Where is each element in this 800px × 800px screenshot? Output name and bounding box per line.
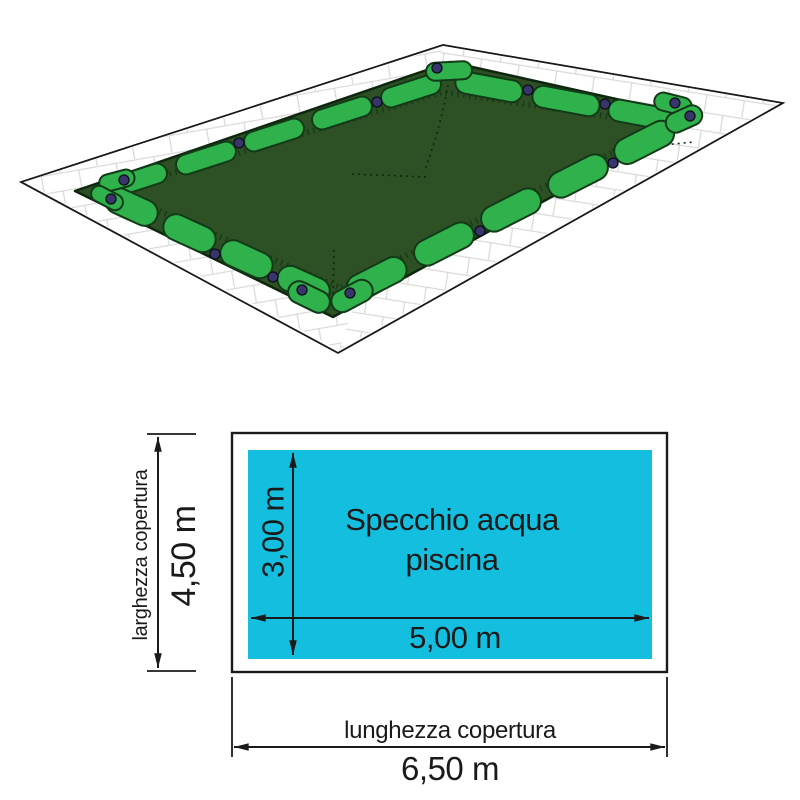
- water-tube: [531, 84, 601, 118]
- grommet-dot: [684, 110, 696, 122]
- grommet-dot: [607, 157, 619, 169]
- grommet-dot: [296, 284, 308, 296]
- pool-area-label-line2: piscina: [406, 542, 500, 577]
- cover-length-label: lunghezza copertura: [344, 717, 557, 744]
- cover-length-value: 6,50 m: [401, 750, 499, 787]
- grommet-dot: [118, 174, 130, 186]
- grommet-dot: [474, 225, 486, 237]
- pool-length-value: 5,00 m: [409, 620, 501, 655]
- water-tube: [162, 213, 217, 254]
- dimension-diagram: larghezza copertura 4,50 m 3,00 m Specch…: [130, 431, 669, 787]
- grommet-dot: [344, 287, 356, 299]
- pool-cover-illustration: [18, 44, 786, 354]
- ground-sheet-outline: [18, 44, 786, 354]
- grommet-dot: [371, 96, 383, 108]
- grommet-dot: [669, 97, 681, 109]
- water-tube: [413, 221, 475, 267]
- tarp-fold-line: [351, 173, 429, 178]
- water-tube: [175, 140, 237, 176]
- water-tube: [547, 153, 609, 199]
- grommet-dot: [105, 193, 117, 205]
- grommet-dot: [209, 248, 221, 260]
- tarp-fold-line: [332, 249, 335, 296]
- grommet-dot: [599, 98, 611, 110]
- pool-width-value: 3,00 m: [256, 486, 291, 578]
- cover-width-label: larghezza copertura: [130, 468, 152, 640]
- water-tube: [480, 187, 542, 233]
- water-tube: [454, 70, 524, 104]
- water-tube: [311, 95, 373, 131]
- pool-water-rect: [248, 450, 652, 659]
- grommet-dot: [431, 62, 443, 74]
- water-tube: [243, 117, 305, 153]
- grommet-dot: [267, 271, 279, 283]
- grommet-dot: [522, 84, 534, 96]
- grommet-dot: [233, 137, 245, 149]
- pool-area-label-line1: Specchio acqua: [345, 502, 560, 537]
- cover-width-value: 4,50 m: [165, 506, 203, 607]
- water-tube: [219, 239, 274, 280]
